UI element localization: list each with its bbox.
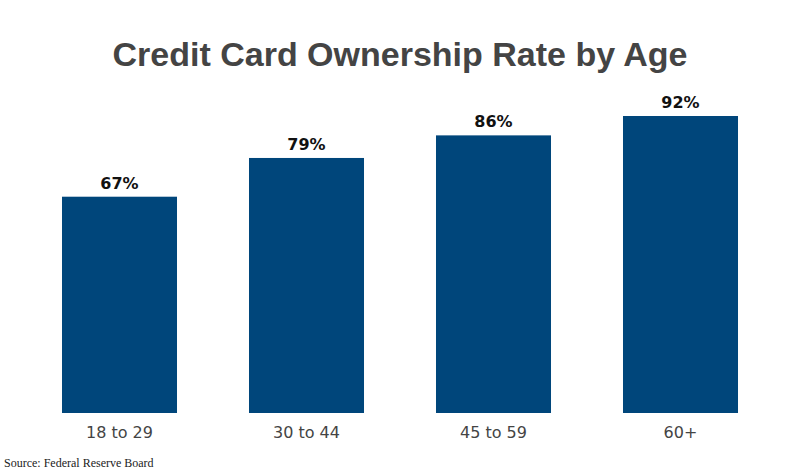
- data-label: 86%: [474, 112, 512, 131]
- x-tick-label: 18 to 29: [86, 423, 153, 442]
- x-tick-label: 30 to 44: [273, 423, 340, 442]
- x-tick-label: 45 to 59: [460, 423, 527, 442]
- data-label: 92%: [661, 93, 699, 112]
- data-label: 67%: [100, 174, 138, 193]
- bar: [62, 197, 177, 413]
- chart-title: Credit Card Ownership Rate by Age: [113, 35, 688, 73]
- chart-container: Credit Card Ownership Rate by Age 67% 18 t…: [0, 0, 800, 475]
- labels: 67% 18 to 29 79% 30 to 44 86% 45 to 59 92% 60+: [86, 93, 700, 442]
- bar: [623, 116, 738, 413]
- x-tick-label: 60+: [664, 423, 698, 442]
- bars: [62, 116, 738, 413]
- source-note: Source: Federal Reserve Board: [4, 456, 154, 470]
- chart-svg: Credit Card Ownership Rate by Age 67% 18 t…: [0, 0, 800, 475]
- bar: [436, 135, 551, 413]
- bar: [249, 158, 364, 413]
- data-label: 79%: [287, 135, 325, 154]
